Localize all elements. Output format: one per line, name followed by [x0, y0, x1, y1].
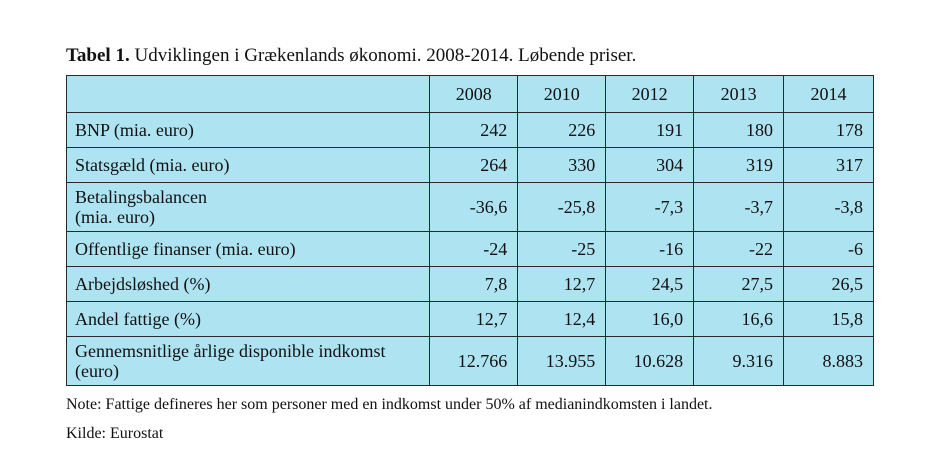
row-label-line: (mia. euro): [75, 207, 155, 227]
table-cell: 12,7: [517, 266, 607, 302]
table-caption: Tabel 1. Udviklingen i Grækenlands økono…: [66, 44, 636, 68]
year-header: 2012: [605, 75, 695, 113]
row-label-line: Gennemsnitlige årlige disponible indkoms…: [75, 341, 386, 361]
table-cell: 10.628: [605, 336, 695, 386]
table-cell: -6: [783, 231, 874, 267]
table-cell: 12,4: [517, 301, 607, 337]
table-cell: 191: [605, 112, 695, 148]
header-empty-cell: [65, 75, 431, 113]
row-label: Betalingsbalancen (mia. euro): [65, 182, 431, 232]
table-cell: 9.316: [693, 336, 785, 386]
table-cell: 330: [517, 147, 607, 183]
table-cell: -3,7: [693, 182, 785, 232]
year-header: 2013: [693, 75, 785, 113]
table-row: Statsgæld (mia. euro) 264 330 304 319 31…: [65, 147, 874, 183]
table-cell: 319: [693, 147, 785, 183]
table-cell: 15,8: [783, 301, 874, 337]
table-row: Offentlige finanser (mia. euro) -24 -25 …: [65, 231, 874, 267]
table-cell: -22: [693, 231, 785, 267]
table-cell: 226: [517, 112, 607, 148]
table-title: Udviklingen i Grækenlands økonomi. 2008-…: [129, 45, 637, 66]
table-cell: -7,3: [605, 182, 695, 232]
row-label: Andel fattige (%): [65, 301, 431, 337]
economy-table: 2008 2010 2012 2013 2014 BNP (mia. euro)…: [65, 75, 874, 386]
row-label: Statsgæld (mia. euro): [65, 147, 431, 183]
table-number: Tabel 1.: [66, 45, 130, 66]
row-label: Arbejdsløshed (%): [65, 266, 431, 302]
table-cell: -25,8: [517, 182, 607, 232]
row-label-line: Betalingsbalancen: [75, 187, 207, 207]
table-cell: -16: [605, 231, 695, 267]
table-cell: 16,0: [605, 301, 695, 337]
row-label: Gennemsnitlige årlige disponible indkoms…: [65, 336, 431, 386]
year-header: 2010: [517, 75, 607, 113]
table-cell: 16,6: [693, 301, 785, 337]
table-cell: 7,8: [429, 266, 519, 302]
table-cell: 264: [429, 147, 519, 183]
table-cell: -24: [429, 231, 519, 267]
table-cell: 304: [605, 147, 695, 183]
table-cell: 13.955: [517, 336, 607, 386]
year-header: 2014: [783, 75, 874, 113]
table-cell: -25: [517, 231, 607, 267]
header-row: 2008 2010 2012 2013 2014: [65, 75, 874, 113]
table-cell: 27,5: [693, 266, 785, 302]
table-row: Betalingsbalancen (mia. euro) -36,6 -25,8…: [65, 182, 874, 232]
table-cell: 12.766: [429, 336, 519, 386]
table-cell: 317: [783, 147, 874, 183]
table-source: Kilde: Eurostat: [66, 425, 164, 442]
table-row: Andel fattige (%) 12,7 12,4 16,0 16,6 15…: [65, 301, 874, 337]
row-label: Offentlige finanser (mia. euro): [65, 231, 431, 267]
table-cell: 180: [693, 112, 785, 148]
table-row: Arbejdsløshed (%) 7,8 12,7 24,5 27,5 26,…: [65, 266, 874, 302]
table-cell: 8.883: [783, 336, 874, 386]
row-label: BNP (mia. euro): [65, 112, 431, 148]
table-cell: 242: [429, 112, 519, 148]
year-header: 2008: [429, 75, 519, 113]
table-row: Gennemsnitlige årlige disponible indkoms…: [65, 336, 874, 386]
table-row: BNP (mia. euro) 242 226 191 180 178: [65, 112, 874, 148]
row-label-line: (euro): [75, 361, 119, 381]
table-cell: 26,5: [783, 266, 874, 302]
table-note: Note: Fattige defineres her som personer…: [66, 396, 713, 413]
table-cell: 24,5: [605, 266, 695, 302]
table-cell: -3,8: [783, 182, 874, 232]
table-cell: 12,7: [429, 301, 519, 337]
table-cell: 178: [783, 112, 874, 148]
table-cell: -36,6: [429, 182, 519, 232]
